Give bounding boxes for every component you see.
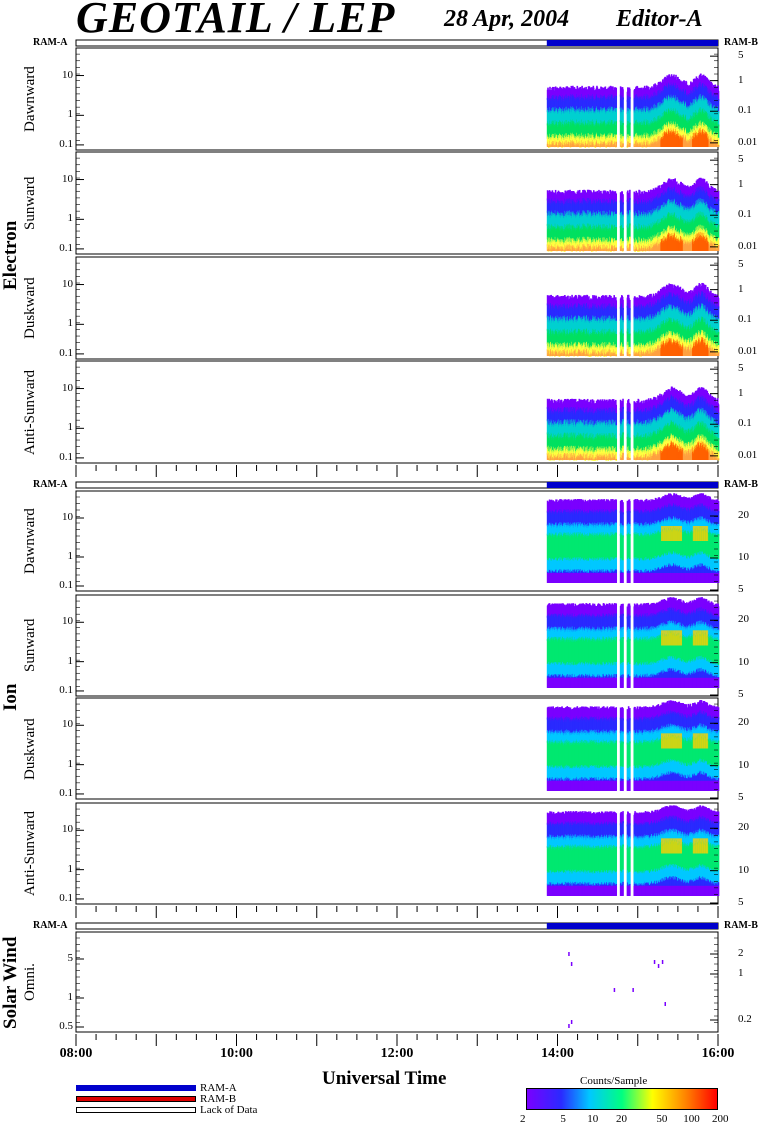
- spectrum-cell: [609, 189, 611, 201]
- spectrum-cell: [622, 97, 624, 112]
- spectrum-cell: [622, 194, 624, 205]
- spectrum-cell: [717, 144, 720, 147]
- spectrum-cell: [615, 240, 618, 250]
- spectrum-cell: [615, 201, 618, 216]
- spectrum-cell: [622, 122, 624, 139]
- spectrum-cell: [615, 134, 618, 144]
- spectrum-cell: [582, 189, 584, 201]
- spectrum-cell: [629, 236, 631, 246]
- date-label: 28 Apr, 2004: [444, 6, 569, 33]
- spectrum-cell: [622, 109, 624, 126]
- spectrum-cell: [615, 227, 618, 243]
- spectrum-cell: [629, 243, 631, 251]
- spectrum-cell: [622, 248, 624, 251]
- spectrum-cell: [622, 241, 624, 251]
- spectrum-cell: [685, 81, 688, 92]
- spectrum-cell: [615, 108, 618, 124]
- spectrum-cell: [578, 189, 581, 201]
- spectrum-cell: [717, 111, 720, 127]
- spectrum-cell: [615, 141, 618, 147]
- spectrum-cell: [638, 189, 640, 200]
- spectrum-cell: [717, 137, 720, 147]
- spectrum-cell: [629, 88, 631, 100]
- spectrum-cell: [717, 244, 720, 251]
- spectrum-cell: [622, 89, 624, 100]
- spectrum-cell: [629, 189, 631, 200]
- spectrum-cell: [629, 197, 631, 213]
- spectrum-cell: [717, 85, 719, 96]
- spectrum-cell: [675, 74, 677, 86]
- spectrum-cell: [587, 86, 590, 97]
- spectrum-cell: [629, 210, 631, 226]
- spectrum-cell: [622, 143, 624, 147]
- spectrum-cell: [717, 90, 720, 102]
- spectrum-cell: [615, 121, 618, 137]
- ram-bar-fill-1: [546, 482, 718, 488]
- ram-bar-fill-0: [546, 40, 718, 46]
- spectrum-cell: [629, 223, 631, 239]
- spectrum-cell: [586, 189, 589, 200]
- spectrum-cell: [615, 247, 618, 251]
- spectrum-cell: [615, 213, 618, 230]
- ram-bar-fill-2: [546, 923, 718, 929]
- editor-label: Editor-A: [616, 6, 703, 33]
- page-title: GEOTAIL / LEP: [76, 0, 395, 43]
- spectrum-cell: [629, 109, 631, 125]
- spectrum-cell: [615, 95, 618, 111]
- spectrum-cell: [629, 97, 631, 112]
- spectrum-cell: [615, 193, 618, 204]
- spectrum-cell: [629, 135, 631, 146]
- spectrum-cell: [615, 87, 618, 98]
- spectrum-cell: [622, 136, 624, 146]
- spectrum-cell: [629, 122, 631, 138]
- spectrum-cell: [622, 214, 624, 230]
- spectrum-cell: [674, 178, 676, 189]
- spectrum-cell: [717, 98, 720, 114]
- spectrum-cell: [629, 143, 631, 147]
- spectrum-cell: [717, 124, 720, 140]
- spectrum-cell: [622, 227, 624, 244]
- spectrum-cell: [622, 202, 624, 217]
